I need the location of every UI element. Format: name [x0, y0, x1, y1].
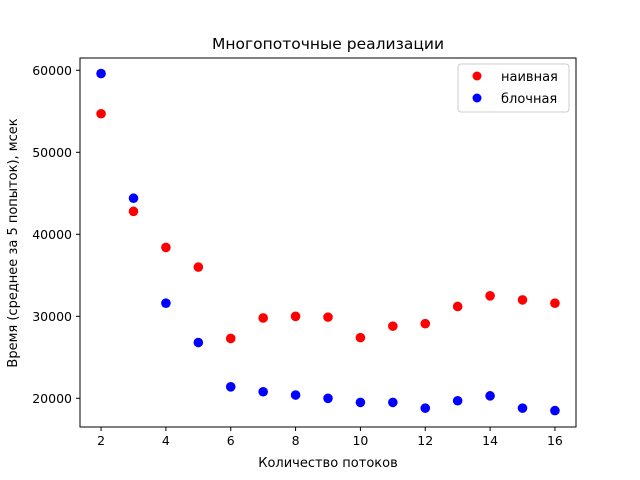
legend-marker-naive	[472, 71, 482, 81]
data-point-block	[420, 403, 431, 413]
data-point-naive	[550, 298, 560, 308]
legend-label-naive: наивная	[501, 70, 558, 85]
data-point-naive	[258, 313, 268, 323]
data-point-naive	[161, 242, 171, 253]
data-point-block	[550, 405, 560, 416]
x-tick-label: 16	[547, 433, 563, 448]
x-tick-label: 10	[352, 433, 368, 448]
data-point-naive	[485, 291, 495, 301]
legend-marker-block	[472, 93, 482, 103]
y-tick-label: 30000	[32, 309, 72, 324]
data-point-block	[161, 298, 171, 308]
data-point-block	[355, 397, 366, 408]
data-point-naive	[128, 206, 139, 217]
x-tick-label: 6	[227, 433, 235, 448]
x-axis-ticks: 2 4 6 8 10 12 14 16	[97, 427, 563, 448]
y-tick-label: 60000	[32, 63, 72, 78]
legend: наивная блочная	[457, 63, 570, 113]
x-tick-label: 8	[292, 433, 300, 448]
x-tick-label: 4	[162, 433, 170, 448]
data-point-block	[517, 403, 528, 413]
data-point-block	[128, 193, 139, 204]
data-point-naive	[193, 262, 204, 272]
x-axis-label: Количество потоков	[258, 456, 398, 471]
data-point-naive	[420, 318, 431, 329]
data-point-block	[193, 337, 204, 348]
x-tick-label: 12	[417, 433, 433, 448]
data-point-block	[485, 391, 495, 401]
data-points	[96, 68, 560, 416]
x-tick-label: 14	[482, 433, 498, 448]
legend-box	[457, 63, 570, 113]
y-axis-label: Время (среднее за 5 попыток), мсек	[6, 118, 21, 367]
data-point-block	[388, 397, 398, 408]
data-point-block	[225, 382, 236, 392]
data-point-block	[258, 386, 268, 397]
data-point-naive	[225, 333, 236, 344]
data-point-naive	[323, 312, 333, 322]
data-point-naive	[388, 321, 398, 331]
data-point-block	[96, 68, 106, 79]
data-point-naive	[290, 311, 301, 322]
data-point-naive	[517, 295, 528, 305]
chart-title: Многопоточные реализации	[212, 35, 444, 53]
data-point-naive	[355, 332, 366, 343]
y-tick-label: 20000	[32, 391, 72, 406]
x-tick-label: 2	[97, 433, 105, 448]
y-tick-label: 50000	[32, 145, 72, 160]
data-point-block	[452, 395, 463, 406]
data-point-naive	[96, 108, 106, 119]
legend-label-block: блочная	[501, 92, 557, 107]
plot-area-frame	[79, 57, 577, 428]
data-point-block	[290, 390, 301, 400]
y-tick-label: 40000	[32, 227, 72, 242]
y-axis-ticks: 20000 30000 40000 50000 60000	[32, 63, 80, 406]
data-point-naive	[452, 301, 463, 312]
data-point-block	[323, 393, 333, 404]
